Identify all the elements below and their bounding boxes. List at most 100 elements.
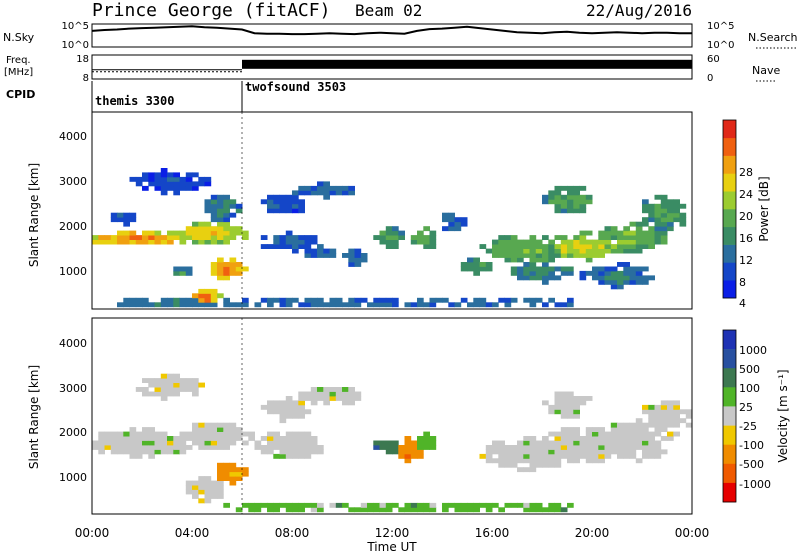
velocity-cell-140: [204, 494, 212, 499]
power-cell-242: [273, 194, 280, 200]
power-cell-281: [304, 302, 312, 308]
velocity-cell-597: [610, 427, 618, 432]
power-cell-297: [310, 185, 318, 191]
velocity-cell-322: [329, 502, 337, 508]
power-cell-569: [579, 275, 587, 281]
power-cell-207: [229, 212, 237, 218]
velocity-cell-195: [229, 422, 237, 428]
velocity-cell-49: [148, 453, 155, 459]
velocity-cell-417: [485, 449, 493, 455]
power-cell-627: [610, 226, 618, 232]
velocity-cell-102: [179, 387, 187, 392]
velocity-cell-254: [285, 453, 293, 459]
noise-series-line: [91, 25, 692, 36]
velocity-cell-560: [579, 396, 587, 401]
freq-left-tick-bottom: 8: [83, 73, 89, 84]
power-cell-70: [160, 168, 168, 173]
power-cell-646: [623, 235, 630, 240]
velocity-cell-568: [585, 427, 593, 432]
power-cell-74: [167, 235, 174, 240]
power-cell-49: [148, 230, 155, 236]
power-cell-562: [573, 235, 580, 240]
velocity-cell-404: [454, 502, 462, 508]
velocity-cell-593: [610, 445, 618, 450]
velocity-cell-496: [548, 404, 555, 410]
velocity-cell-462: [529, 462, 537, 468]
velocity-cell-468: [529, 436, 537, 441]
velocity-cell-677: [667, 409, 674, 415]
velocity-cell-654: [654, 445, 662, 450]
velocity-cell-300: [304, 391, 312, 397]
velocity-cell-541: [573, 458, 580, 464]
velocity-cell-168: [217, 462, 224, 468]
velocity-cell-559: [579, 400, 587, 406]
velocity-cell-510: [554, 396, 562, 401]
velocity-cell-548: [573, 427, 580, 432]
power-cell-434: [498, 248, 505, 254]
power-cell-471: [523, 239, 530, 245]
velocity-cell-572: [592, 449, 599, 455]
power-cell-228: [267, 302, 274, 308]
power-cell-169: [217, 262, 224, 267]
velocity-cell-461: [529, 467, 537, 473]
velocity-cell-627: [635, 431, 643, 437]
power-cell-362: [392, 244, 399, 249]
velocity-cell-74: [160, 391, 168, 397]
power-cell-0: [92, 239, 99, 245]
power-cell-278: [298, 199, 305, 205]
velocity-cell-293: [304, 449, 312, 455]
power-cell-590: [585, 194, 593, 200]
power-cell-413: [473, 297, 480, 303]
velocity-cell-389: [423, 507, 430, 513]
power-cell-536: [560, 244, 568, 249]
power-cell-508: [548, 270, 555, 276]
velocity-cell-104: [179, 378, 187, 383]
power-cell-457: [517, 266, 524, 272]
velocity-cell-476: [535, 440, 543, 446]
power-cell-551: [567, 239, 574, 245]
power-cell-448: [510, 266, 518, 272]
velocity-cell-540: [567, 391, 574, 397]
power-cell-115: [192, 239, 199, 245]
velocity-cell-263: [285, 400, 293, 406]
power-cell-30: [129, 212, 137, 218]
power-cell-461: [517, 244, 524, 249]
velocity-cell-400: [442, 507, 449, 513]
velocity-cbar-swatch-3: [723, 387, 736, 407]
power-cell-722: [673, 208, 680, 214]
velocity-cell-126: [192, 378, 199, 383]
power-cell-535: [560, 248, 568, 254]
power-cell-500: [542, 253, 549, 258]
power-cell-547: [567, 266, 574, 272]
power-cell-152: [210, 270, 218, 276]
velocity-cell-63: [154, 431, 162, 437]
velocity-cell-137: [198, 422, 205, 428]
velocity-cell-66: [154, 382, 162, 388]
velocity-cell-435: [504, 449, 512, 455]
power-cell-26: [129, 239, 137, 245]
velocity-cell-658: [654, 422, 662, 428]
velocity-cell-38: [135, 431, 143, 437]
power-cell-626: [610, 230, 618, 236]
velocity-cell-189: [229, 467, 237, 473]
velocity-cell-47: [142, 387, 149, 392]
power-cell-1: [92, 235, 99, 240]
velocity-cell-291: [304, 502, 312, 508]
velocity-cell-334: [342, 387, 349, 392]
velocity-cell-185: [223, 422, 230, 428]
velocity-cell-45: [142, 427, 149, 432]
power-cell-702: [660, 239, 668, 245]
power-cell-444: [504, 239, 512, 245]
power-cell-276: [298, 208, 305, 214]
velocity-cell-498: [554, 502, 562, 508]
velocity-cell-65: [154, 387, 162, 392]
velocity-cell-426: [498, 458, 505, 464]
velocity-cell-197: [235, 476, 243, 481]
power-cell-449: [510, 257, 518, 263]
velocity-cell-64: [154, 391, 162, 397]
velocity-cell-329: [335, 387, 343, 392]
power-panel: Slant Range [km] 1000 2000 3000 4000: [27, 111, 693, 310]
velocity-cell-653: [654, 449, 662, 455]
power-cell-699: [654, 208, 662, 214]
power-cell-270: [292, 194, 299, 200]
